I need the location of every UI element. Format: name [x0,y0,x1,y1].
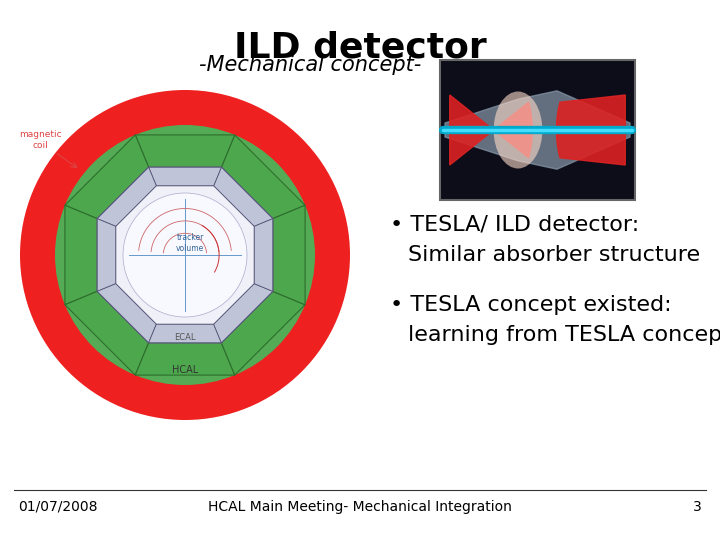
Polygon shape [116,186,254,325]
Text: HCAL: HCAL [172,365,198,375]
Polygon shape [97,284,156,343]
Polygon shape [97,167,156,226]
Polygon shape [97,219,116,292]
Text: Similar absorber structure: Similar absorber structure [408,245,700,265]
Polygon shape [221,292,305,375]
Text: ILD detector: ILD detector [233,30,487,64]
Polygon shape [148,167,221,186]
Ellipse shape [494,91,542,168]
Circle shape [90,160,280,350]
Polygon shape [97,167,273,343]
Text: tracker
volume: tracker volume [176,233,204,253]
Text: 01/07/2008: 01/07/2008 [18,500,97,514]
Text: ECAL: ECAL [174,333,196,341]
Text: magnetic
coil: magnetic coil [19,130,61,150]
Polygon shape [65,205,97,305]
Circle shape [55,125,315,385]
Polygon shape [135,343,235,375]
Polygon shape [214,167,273,226]
Polygon shape [557,95,625,165]
Text: HCAL Main Meeting- Mechanical Integration: HCAL Main Meeting- Mechanical Integratio… [208,500,512,514]
Polygon shape [221,135,305,219]
Bar [440,60,635,200]
Polygon shape [273,205,305,305]
Circle shape [123,193,247,317]
Text: • TESLA concept existed:: • TESLA concept existed: [390,295,672,315]
Polygon shape [135,135,235,167]
Text: • TESLA/ ILD detector:: • TESLA/ ILD detector: [390,215,639,235]
Polygon shape [148,325,221,343]
Polygon shape [65,292,148,375]
Text: learning from TESLA concept: learning from TESLA concept [408,325,720,345]
Polygon shape [445,91,630,169]
Circle shape [20,90,350,420]
Text: 3: 3 [693,500,702,514]
Polygon shape [65,135,148,219]
Polygon shape [254,219,273,292]
Polygon shape [214,284,273,343]
Text: -Mechanical concept-: -Mechanical concept- [199,55,421,75]
Polygon shape [450,95,532,165]
